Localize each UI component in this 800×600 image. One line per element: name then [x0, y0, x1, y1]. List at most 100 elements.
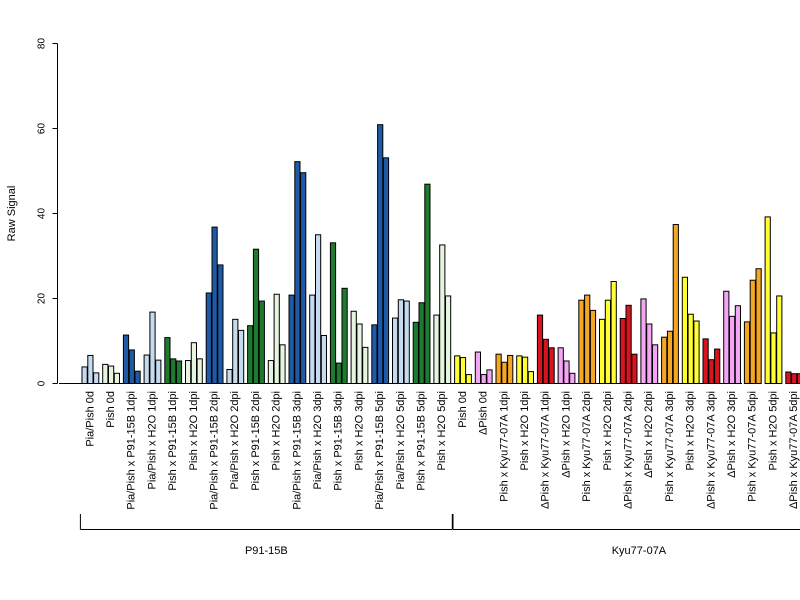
bar [113, 372, 121, 384]
bar [661, 336, 668, 384]
category-label: Pish x H2O 3dpi [685, 391, 697, 470]
bar [196, 358, 203, 385]
bar [557, 347, 564, 384]
category-label: ΔPish x Kyu77-07A 3dpi [705, 391, 717, 509]
bar [702, 338, 709, 384]
category-label: Pia/Pish x H2O 5dpi [395, 391, 407, 489]
bar [315, 234, 322, 384]
bar [211, 226, 218, 384]
bar [749, 279, 756, 385]
bar [128, 349, 135, 384]
bar [329, 242, 337, 384]
bar [652, 344, 659, 385]
bar [631, 353, 638, 384]
bar [589, 309, 597, 384]
bar [584, 294, 591, 385]
y-tick-label: 0 [37, 380, 48, 386]
y-tick-label: 80 [37, 38, 48, 50]
category-label: Pish x H2O 1dpi [188, 391, 200, 470]
bar [238, 329, 245, 384]
bar [755, 268, 762, 384]
category-label: Pish x P91-15B 2dpi [250, 391, 262, 491]
bar [267, 360, 274, 384]
bar [569, 372, 576, 384]
bar [486, 369, 493, 384]
bar [149, 311, 156, 385]
bar [743, 321, 751, 384]
bar [672, 224, 679, 384]
bar [465, 374, 472, 385]
bar [87, 354, 94, 385]
category-label: Pia/Pish x H2O 1dpi [146, 391, 158, 489]
bar [708, 359, 715, 385]
bar [294, 161, 301, 384]
bar [681, 276, 688, 384]
category-label: Pish x H2O 5dpi [767, 391, 779, 470]
bar [102, 363, 109, 384]
bar [433, 314, 440, 385]
bar [424, 183, 431, 384]
bar [412, 321, 419, 384]
bar [232, 318, 239, 385]
bar [397, 299, 404, 384]
bar [362, 346, 369, 384]
bar [371, 324, 378, 385]
bar [377, 124, 384, 385]
category-label: Pish x H2O 3dpi [353, 391, 365, 470]
category-label: Pia/Pish x P91-15B 1dpi [126, 391, 138, 510]
bar [356, 323, 363, 384]
category-label: Pia/Pish x P91-15B 2dpi [209, 391, 221, 510]
bar [252, 248, 260, 384]
bar [190, 342, 198, 385]
bar [205, 292, 212, 385]
bar [495, 353, 502, 384]
bar [258, 300, 265, 384]
category-label: Pish x P91-15B 3dpi [333, 391, 345, 491]
bar [122, 334, 130, 384]
category-label: ΔPish x H2O 2dpi [643, 391, 655, 478]
y-axis: 0 20 40 60 80 [37, 38, 58, 386]
bar [548, 347, 555, 384]
bar [445, 295, 452, 385]
category-label: ΔPish x Kyu77-07A 2dpi [623, 391, 635, 509]
y-tick-label: 20 [37, 293, 48, 305]
bar [185, 360, 192, 384]
bar [527, 371, 534, 385]
bar [522, 356, 529, 384]
bar [320, 334, 327, 385]
bar [764, 216, 771, 384]
bar [480, 374, 487, 385]
category-label: Pish x P91-15B 5dpi [416, 391, 428, 491]
category-label: Pia/Pish x H2O 2dpi [229, 391, 241, 489]
category-label: ΔPish x H2O 3dpi [726, 391, 738, 478]
y-axis-label: Raw Signal [6, 186, 18, 242]
bar [279, 344, 286, 385]
bar [273, 293, 280, 384]
bar [300, 172, 307, 384]
bar [247, 325, 254, 385]
category-label: Pish 0d [105, 391, 117, 428]
bar [785, 371, 792, 384]
bar [217, 264, 224, 384]
bar [155, 359, 162, 384]
category-label: Pish x P91-15B 1dpi [167, 391, 179, 491]
bar [309, 294, 316, 385]
bars [81, 124, 800, 385]
category-label: Pish x Kyu77-07A 1dpi [498, 391, 510, 502]
category-label: ΔPish x Kyu77-07A 1dpi [540, 391, 552, 509]
category-label: Pish x Kyu77-07A 5dpi [747, 391, 759, 502]
category-label: Pish 0d [457, 391, 469, 428]
bar [501, 361, 508, 384]
category-label: ΔPish x H2O 1dpi [560, 391, 572, 478]
bar [143, 354, 150, 384]
bar [791, 373, 798, 385]
bar [392, 317, 399, 384]
bar [734, 305, 741, 385]
category-labels: Pia/Pish 0d Pish 0d Pia/Pish x P91-15B 1dp… [84, 391, 800, 510]
bar [536, 314, 544, 385]
bar [439, 244, 446, 384]
bar [403, 300, 410, 384]
group-label: Kyu77-07A [612, 545, 667, 557]
bar [723, 290, 730, 384]
